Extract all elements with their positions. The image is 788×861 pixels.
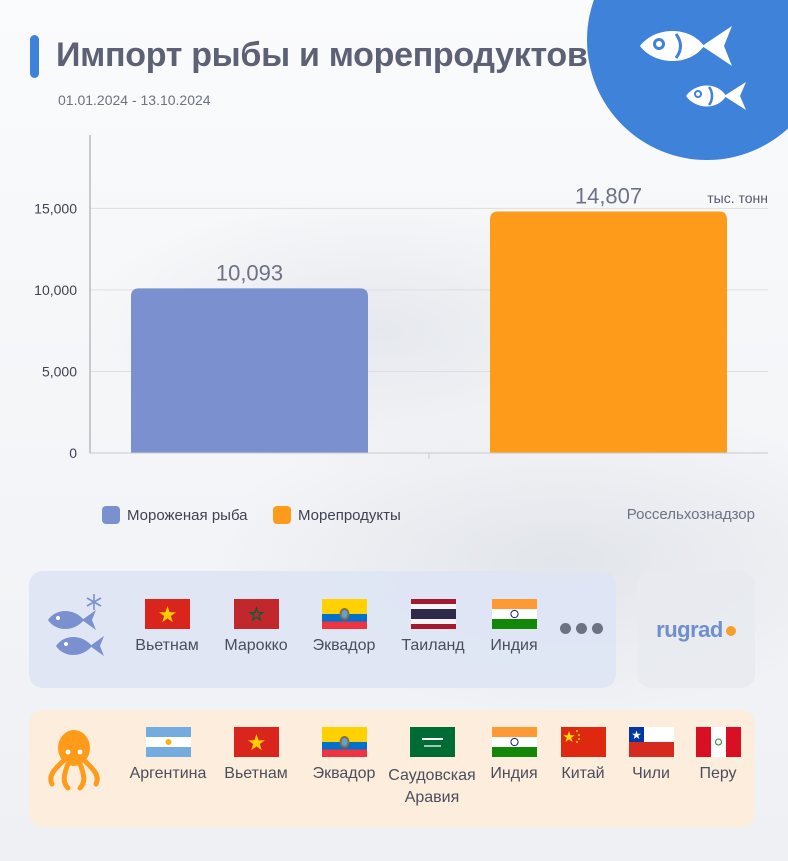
source-label: Россельхознадзор: [626, 506, 755, 523]
country-ecuador-seafood: Эквадор: [306, 727, 382, 783]
flag-china-icon: [560, 727, 606, 757]
bar-seafood: [490, 211, 727, 453]
brand-box: rugrad: [637, 571, 755, 688]
flag-india-icon: [491, 727, 537, 757]
flag-vietnam-icon: [144, 599, 190, 629]
country-ecuador: Эквадор: [306, 599, 382, 655]
fish-snowflake-icon: [48, 594, 104, 656]
date-range: 01.01.2024 - 13.10.2024: [58, 92, 211, 108]
unit-label: тыс. тонн: [707, 190, 768, 206]
flag-morocco-icon: [233, 599, 279, 629]
legend-swatch-frozen: [102, 506, 120, 524]
country-vietnam: Вьетнам: [130, 599, 204, 655]
bar-chart: 0 5,000 10,000 15,000 10,093 14,807 тыс. тон…: [34, 135, 768, 461]
flag-saudi-arabia-icon: [409, 727, 455, 757]
bar-value-label: 14,807: [575, 184, 642, 209]
y-tick-label: 0: [69, 445, 77, 461]
fish-icon: [640, 26, 746, 110]
flag-ecuador-icon: [321, 727, 367, 757]
country-morocco: Марокко: [219, 599, 293, 655]
y-tick-label: 15,000: [34, 200, 77, 216]
flag-thailand-icon: [410, 599, 456, 629]
country-china: Китай: [548, 727, 618, 783]
frozen-fish-panel: [29, 571, 616, 688]
country-argentina: Аргентина: [126, 727, 210, 783]
page-title: Импорт рыбы и морепродуктов: [56, 36, 588, 74]
country-thailand: Таиланд: [395, 599, 471, 655]
flag-argentina-icon: [145, 727, 191, 757]
bar-frozen-fish: [131, 288, 368, 453]
country-chile: Чили: [616, 727, 686, 783]
country-peru: Перу: [683, 727, 753, 783]
country-india-seafood: Индия: [477, 727, 551, 783]
flag-chile-icon: [628, 727, 674, 757]
flag-ecuador-icon: [321, 599, 367, 629]
legend-swatch-seafood: [273, 506, 291, 524]
country-vietnam-seafood: Вьетнам: [219, 727, 293, 783]
octopus-icon: [48, 730, 100, 791]
title-accent-bar: [30, 35, 39, 78]
flag-peru-icon: [695, 727, 741, 757]
flag-india-icon: [491, 599, 537, 629]
legend-label-seafood: Морепродукты: [298, 506, 401, 524]
brand-logo: rugrad: [656, 617, 736, 643]
ellipsis-icon: [560, 623, 603, 634]
y-tick-label: 5,000: [42, 363, 77, 379]
bar-value-label: 10,093: [216, 260, 283, 285]
country-saudi-arabia: Саудовская Аравия: [384, 727, 480, 809]
country-india: Индия: [477, 599, 551, 655]
flag-vietnam-icon: [233, 727, 279, 757]
legend-label-frozen: Мороженая рыба: [127, 506, 248, 524]
y-tick-label: 10,000: [34, 282, 77, 298]
legend-item-seafood: Морепродукты: [273, 506, 401, 524]
legend-item-frozen: Мороженая рыба: [102, 506, 248, 524]
